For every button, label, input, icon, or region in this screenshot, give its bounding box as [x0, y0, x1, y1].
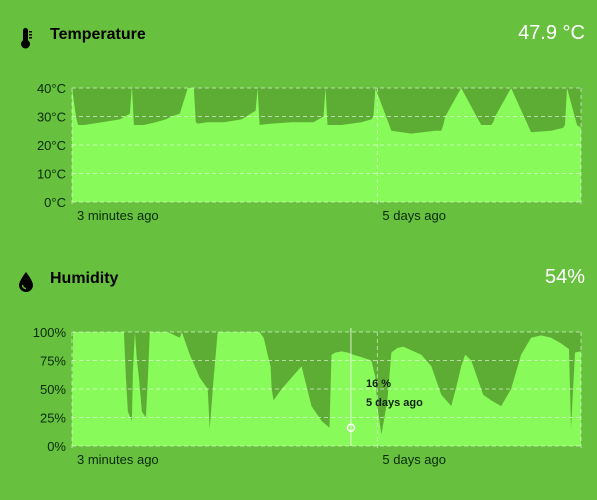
- humidity-x-tick-label: 5 days ago: [382, 452, 446, 467]
- humidity-chart-svg: 100% 75% 50% 25% 0% 3 minutes ago 5 days ago: [33, 325, 582, 467]
- temperature-y-tick-label: 10°C: [37, 167, 66, 182]
- droplet-icon: [16, 270, 36, 294]
- temperature-x-tick-label: 3 minutes ago: [77, 208, 159, 223]
- humidity-cursor-point: [346, 423, 356, 433]
- temperature-card-header[interactable]: Temperature 47.9 °C: [0, 18, 597, 58]
- humidity-chart[interactable]: 100% 75% 50% 25% 0% 3 minutes ago 5 days ago: [0, 320, 597, 470]
- tooltip-time: 5 days ago: [366, 397, 423, 409]
- humidity-y-tick-label: 75%: [40, 354, 66, 369]
- humidity-x-tick-label: 3 minutes ago: [77, 452, 159, 467]
- humidity-y-tick-label: 50%: [40, 382, 66, 397]
- humidity-title: Humidity: [50, 270, 119, 287]
- temperature-title: Temperature: [50, 26, 146, 43]
- humidity-value: 54%: [544, 266, 585, 288]
- humidity-y-tick-label: 25%: [40, 411, 66, 426]
- thermometer-icon: [16, 26, 36, 50]
- humidity-tooltip: 16 % 5 days ago: [366, 376, 423, 411]
- temperature-chart[interactable]: 40°C 30°C 20°C 10°C 0°C 3 minutes ago 5 days a…: [0, 76, 597, 226]
- humidity-y-tick-label: 0%: [47, 439, 66, 454]
- temperature-y-tick-label: 30°C: [37, 110, 66, 125]
- tooltip-value: 16 %: [366, 378, 392, 390]
- temperature-chart-svg: 40°C 30°C 20°C 10°C 0°C 3 minutes ago 5 days a…: [37, 81, 582, 223]
- temperature-value: 47.9 °C: [518, 22, 585, 44]
- temperature-area-series: [72, 85, 581, 202]
- humidity-y-tick-label: 100%: [33, 325, 67, 340]
- temperature-x-tick-label: 5 days ago: [382, 208, 446, 223]
- humidity-card-header[interactable]: Humidity 54%: [0, 262, 597, 302]
- temperature-y-tick-label: 40°C: [37, 81, 66, 96]
- temperature-y-tick-label: 20°C: [37, 138, 66, 153]
- temperature-y-tick-label: 0°C: [44, 195, 66, 210]
